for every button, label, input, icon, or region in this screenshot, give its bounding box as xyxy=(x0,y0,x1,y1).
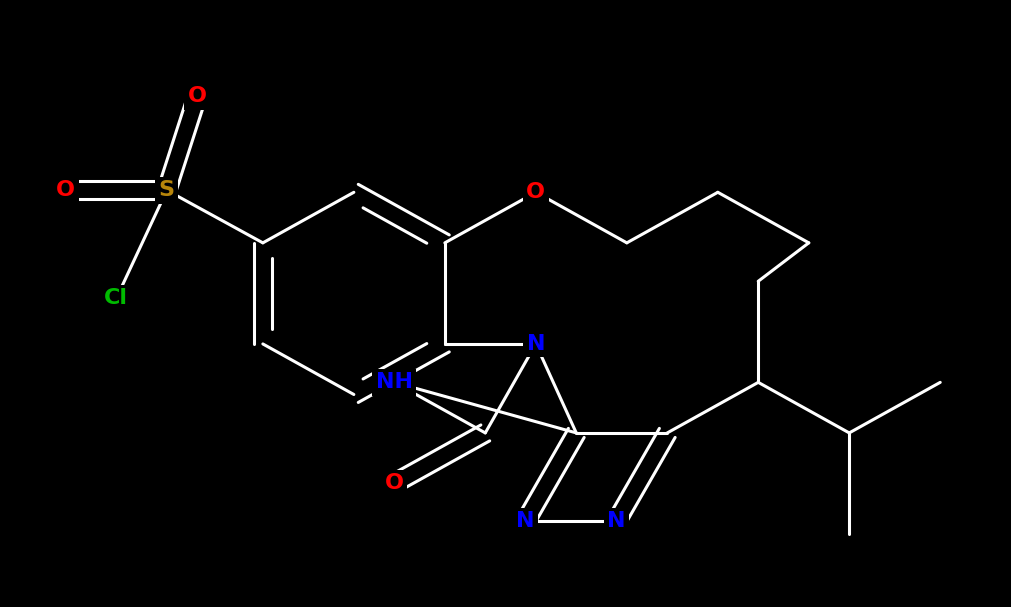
Text: N: N xyxy=(517,511,535,531)
Text: Cl: Cl xyxy=(104,288,128,308)
Text: N: N xyxy=(608,511,626,531)
Text: O: O xyxy=(385,473,403,493)
Text: O: O xyxy=(188,86,206,106)
Text: O: O xyxy=(57,180,75,200)
Text: S: S xyxy=(159,180,175,200)
Text: N: N xyxy=(527,334,545,354)
Text: NH: NH xyxy=(376,372,412,392)
Text: O: O xyxy=(527,182,545,202)
